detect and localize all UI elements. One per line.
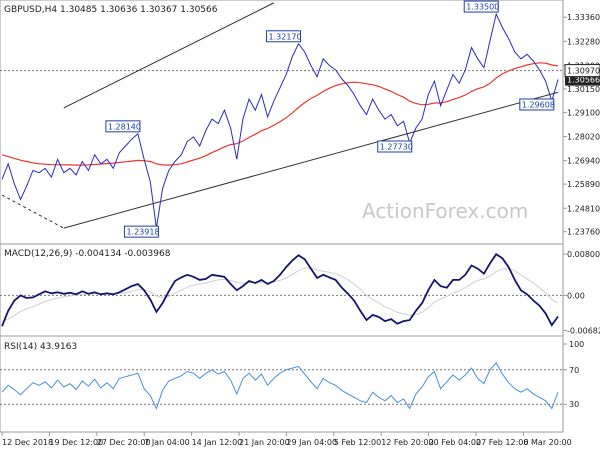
rsi-panel: RSI(14) 43.9163 100 70 30 (0, 335, 584, 433)
key-level-box (266, 30, 302, 43)
x-tick-label: 12 Dec 2018 (2, 438, 53, 447)
price-y-tick-label: 1.24810 (567, 204, 600, 213)
key-level-box (377, 140, 413, 153)
price-y-tick-label: 1.33360 (567, 13, 600, 22)
key-level-label: 1.28140 (108, 122, 141, 131)
key-level-label: 1.27730 (380, 143, 413, 152)
x-tick-label: 21 Jan 20:00 (239, 438, 290, 447)
x-tick-label: 27 Dec 20:00 (97, 438, 151, 447)
macd-y-tick-label: 0.00 (567, 291, 585, 300)
resistance-tag (564, 64, 600, 78)
rsi-grid (0, 369, 563, 405)
channel-upper-line (63, 2, 275, 109)
key-level-box (123, 225, 159, 238)
macd-signal-line (1, 267, 559, 322)
x-tick-label: 27 Feb 12:00 (476, 438, 528, 447)
rsi-y-tick-label: 70 (569, 366, 579, 375)
sma-line (1, 62, 559, 166)
price-channel (1, 2, 559, 229)
rsi-panel-title: RSI(14) 43.9163 (4, 342, 77, 352)
macd-series (1, 252, 559, 327)
resistance-label: 1.30970 (567, 67, 600, 76)
macd-panel-title: MACD(12,26,9) -0.004134 -0.003968 (4, 249, 171, 259)
current-price-label: 1.30566 (567, 76, 600, 85)
macd-y-tick-label: 0.008004 (567, 250, 600, 259)
price-y-tick-label: 1.23760 (567, 228, 600, 237)
rsi-y-tick-label: 30 (569, 400, 579, 409)
price-y-tick-label: 1.26940 (567, 157, 600, 166)
channel-lower-line (63, 91, 559, 229)
x-tick-label: 19 Dec 12:00 (49, 438, 103, 447)
macd-panel: MACD(12,26,9) -0.004134 -0.003968 0.0080… (0, 243, 600, 337)
key-level-label: 1.29608 (522, 100, 555, 109)
price-y-tick-label: 1.28020 (567, 133, 600, 142)
rsi-series (1, 362, 559, 410)
rsi-y-axis: 100 70 30 (563, 340, 584, 409)
key-level-box (519, 98, 555, 111)
price-y-tick-label: 1.25890 (567, 180, 600, 189)
price-y-tick-label: 1.30150 (567, 85, 600, 94)
rsi-line (1, 362, 559, 410)
price-grid (0, 16, 567, 233)
x-tick-label: 20 Feb 04:00 (429, 438, 481, 447)
price-panel: GBPUSD,H4 1.30485 1.30636 1.30367 1.3056… (0, 0, 600, 245)
key-level-box (463, 0, 499, 13)
price-y-tick-label: 1.32280 (567, 37, 600, 46)
key-level-label: 1.23918 (126, 228, 159, 237)
watermark: ActionForex.com (362, 199, 528, 223)
price-series (1, 12, 559, 229)
x-tick-label: 7 Jan 04:00 (144, 438, 190, 447)
x-tick-label: 12 Feb 20:00 (381, 438, 433, 447)
x-tick-label: 5 Feb 12:00 (334, 438, 381, 447)
price-line (1, 12, 559, 229)
key-level-box (105, 120, 141, 133)
macd-y-tick-label: -0.006821 (567, 327, 600, 336)
rsi-y-tick-label: 100 (569, 340, 584, 349)
macd-line (1, 252, 559, 327)
x-tick-label: 14 Jan 12:00 (192, 438, 243, 447)
x-tick-label: 29 Jan 04:00 (286, 438, 337, 447)
price-y-tick-label: 1.29100 (567, 108, 600, 117)
key-level-label: 1.33500 (466, 3, 499, 12)
price-panel-title: GBPUSD,H4 1.30485 1.30636 1.30367 1.3056… (4, 5, 218, 15)
price-key-level-markers: 1.33500 1.32170 1.28140 1.27730 1.29608 1.239… (105, 0, 555, 238)
macd-y-axis: 0.008004 0.00 -0.006821 (563, 250, 600, 336)
x-tick-label: 6 Mar 20:00 (523, 438, 571, 447)
price-y-axis: 1.333601.322801.312001.305661.301501.291… (564, 13, 600, 237)
key-level-label: 1.32170 (269, 32, 302, 41)
